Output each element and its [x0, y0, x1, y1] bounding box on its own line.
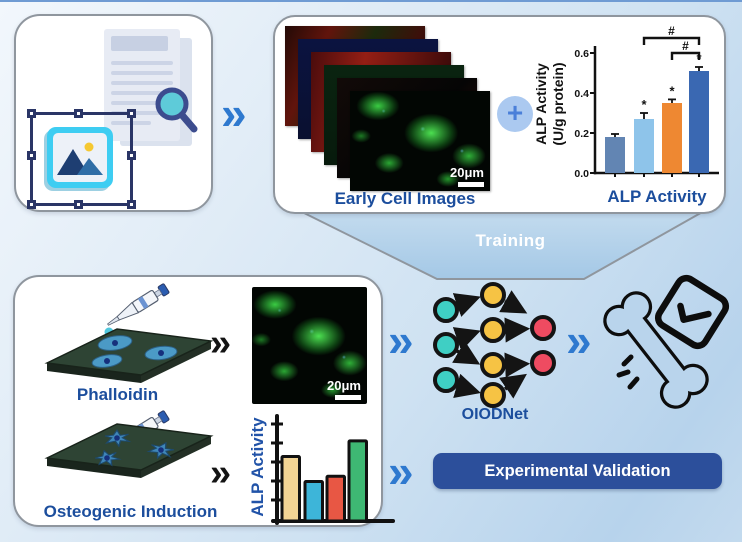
- phalloidin-label: Phalloidin: [76, 385, 159, 404]
- cell-image-front: 20μm: [350, 91, 490, 191]
- svg-text:#: #: [682, 39, 689, 53]
- alp-chart-title: ALP Activity: [607, 187, 707, 206]
- arrow-right-icon: »: [388, 445, 414, 497]
- arrow-right-icon: »: [388, 314, 414, 366]
- experiment-panel: Phalloidin » 20μm: [13, 275, 395, 527]
- svg-text:*: *: [641, 97, 647, 112]
- scalebar: 20μm: [450, 166, 484, 187]
- impact-dashes: [616, 354, 640, 390]
- image-select-icon: [27, 109, 136, 209]
- training-label: Training: [475, 231, 546, 250]
- nn-output-node: [530, 315, 556, 341]
- svg-text:0.0: 0.0: [574, 168, 589, 180]
- nn-input-node: [433, 297, 459, 323]
- osteogenic-induction-label: Osteogenic Induction: [43, 502, 218, 521]
- document-icon: [104, 29, 180, 141]
- nn-output-node: [530, 350, 556, 376]
- alp-chart-ylabel: ALP Activity (U/g protein): [533, 62, 566, 146]
- spread-cells: [91, 335, 178, 368]
- nn-input-node: [433, 367, 459, 393]
- arrow-right-icon: »: [566, 314, 592, 366]
- nn-hidden-node: [480, 352, 506, 378]
- training-data-panel: 20μm Early Cell Images + ALP Activity (U…: [273, 15, 726, 214]
- plus-icon: +: [497, 96, 533, 132]
- cell-plate-icon: [44, 328, 214, 383]
- fluorescence-image: 20μm: [252, 287, 367, 404]
- magnifier-icon: [155, 87, 198, 133]
- svg-text:0.6: 0.6: [574, 48, 589, 60]
- cell-plate-icon: [44, 423, 214, 478]
- experimental-validation-button[interactable]: Experimental Validation: [433, 453, 722, 489]
- neural-network-icon: [433, 282, 556, 408]
- arrow-right-icon: »: [210, 452, 232, 494]
- svg-text:0.2: 0.2: [574, 128, 589, 140]
- oiodnet-label: OIODNet: [461, 406, 529, 423]
- nn-hidden-node: [480, 317, 506, 343]
- bone-check-icon: [603, 274, 730, 409]
- svg-text:*: *: [669, 83, 675, 98]
- arrow-right-icon: »: [221, 87, 247, 139]
- photo-icon: [47, 127, 113, 188]
- image-collection-panel: [14, 14, 213, 212]
- early-cell-images-label: Early Cell Images: [334, 189, 476, 208]
- mini-alp-bar-chart: [271, 414, 395, 525]
- nn-hidden-node: [480, 282, 506, 308]
- alp-activity-bar-chart: 0.00.20.40.6***##: [574, 24, 719, 180]
- arrow-right-icon: »: [210, 322, 232, 364]
- scalebar: 20μm: [327, 379, 361, 400]
- nn-input-node: [433, 332, 459, 358]
- pipette-icon: [104, 283, 170, 337]
- svg-text:0.4: 0.4: [574, 88, 589, 100]
- document-header-bar: [111, 36, 168, 51]
- nn-hidden-node: [480, 382, 506, 408]
- svg-text:#: #: [668, 24, 675, 38]
